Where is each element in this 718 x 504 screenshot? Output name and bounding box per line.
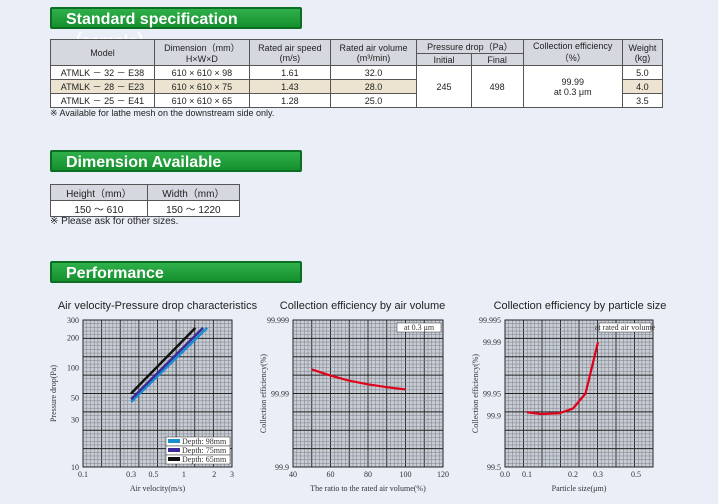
legend-item-box — [165, 454, 231, 465]
cell-weight: 4.0 — [621, 79, 664, 94]
y-tick-label: 99.5 — [487, 463, 501, 472]
cell-weight: 3.5 — [621, 93, 664, 108]
cell-dim: 610 × 610 × 98 — [153, 65, 250, 80]
series-line-depth-75mm — [130, 326, 204, 401]
y-axis-label: Collection efficiency(%) — [471, 354, 480, 433]
cell-volume: 25.0 — [329, 93, 418, 108]
chart3-title: Collection efficiency by particle size — [493, 300, 667, 312]
y-tick-label: 100 — [67, 363, 79, 372]
th-weight: Weight (kg) — [621, 39, 664, 66]
y-tick-label: 99.999 — [267, 316, 289, 325]
cell-model: ATMLK － 28 － E23 — [50, 79, 155, 94]
annotation-box — [598, 322, 652, 333]
y-axis-label: Pressure drop(Pa) — [49, 365, 58, 422]
chart1-title: Air velocity-Pressure drop characteristi… — [57, 300, 258, 312]
x-tick-label: 80 — [364, 470, 372, 479]
th-final: Final — [470, 53, 524, 66]
y-tick-label: 99.995 — [479, 316, 501, 325]
y-tick-label: 30 — [71, 416, 79, 425]
annotation-label: at 0.3 μm — [404, 323, 435, 332]
legend-label: Depth: 65mm — [182, 455, 227, 464]
x-tick-label: 40 — [289, 470, 297, 479]
x-tick-label: 0.5 — [631, 470, 641, 479]
cell-speed: 1.61 — [248, 65, 331, 80]
x-tick-label: 0.3 — [126, 470, 136, 479]
y-tick-label: 50 — [71, 393, 79, 402]
x-tick-label: 0.2 — [568, 470, 578, 479]
th-initial: Initial — [416, 53, 472, 66]
series-line-depth-65mm — [130, 327, 197, 395]
cell-height: 150 ～ 610 — [50, 200, 148, 217]
spec-table: Model Dimension（mm） H×W×D Rated air speed (m… — [50, 39, 664, 108]
y-tick-label: 99.99 — [483, 338, 501, 347]
table-row: ATMLK － 32 － E38 610 × 610 × 98 1.61 32.0 24… — [50, 65, 664, 108]
y-tick-label: 300 — [67, 316, 79, 325]
x-tick-label: 2 — [212, 470, 216, 479]
y-tick-label: 10 — [71, 463, 79, 472]
cell-speed: 1.43 — [248, 79, 331, 94]
th-pressure: Pressure drop（Pa） — [416, 39, 524, 54]
x-tick-label: 120 — [437, 470, 449, 479]
th-speed: Rated air speed (m/s) — [248, 39, 331, 66]
dimension-section-header: Dimension Available — [50, 150, 302, 172]
spec-section-header: Standard specification（sample） — [50, 7, 302, 50]
x-tick-label: 0.1 — [78, 470, 88, 479]
performance-section-header: Performance — [50, 261, 302, 283]
x-axis-label: The ratio to the rated air volume(%) — [310, 484, 426, 493]
x-axis-label: Air velocity(m/s) — [130, 484, 186, 493]
dimension-note: ※ Please ask for other sizes. — [50, 216, 179, 227]
x-tick-label: 3 — [230, 470, 234, 479]
series-line-efficiency — [311, 368, 406, 391]
table-row: ATMLK － 28 － E23 610 × 610 × 75 1.43 28.0 4.… — [50, 79, 664, 94]
legend-label: Depth: 98mm — [182, 437, 227, 446]
x-tick-label: 60 — [327, 470, 335, 479]
x-tick-label: 0.3 — [593, 470, 603, 479]
x-tick-label: 100 — [400, 470, 412, 479]
th-volume: Rated air volume (m³/min) — [329, 39, 418, 66]
legend-label: Depth: 75mm — [182, 446, 227, 455]
x-axis-label: Particle size(μm) — [552, 484, 607, 493]
x-tick-label: 0.1 — [522, 470, 532, 479]
x-tick-label: 1 — [182, 470, 186, 479]
cell-efficiency: 99.99 at 0.3 μm — [522, 65, 623, 108]
cell-width: 150 ～ 1220 — [146, 200, 241, 217]
cell-weight: 5.0 — [621, 65, 664, 80]
y-tick-label: 200 — [67, 334, 79, 343]
cell-model: ATMLK － 25 － E41 — [50, 93, 155, 108]
series-line-depth-98mm — [130, 326, 208, 403]
legend-swatch — [168, 457, 180, 461]
legend-swatch — [168, 439, 180, 443]
chart2-title: Collection efficiency by air volume — [279, 300, 446, 312]
cell-speed: 1.28 — [248, 93, 331, 108]
annotation-label: at rated air volume — [595, 323, 656, 332]
cell-dim: 610 × 610 × 75 — [153, 79, 250, 94]
table-row: ATMLK － 25 － E41 610 × 610 × 65 1.28 25.0 3.… — [50, 93, 664, 108]
y-tick-label: 99.9 — [275, 463, 289, 472]
annotation-box — [396, 322, 442, 333]
y-tick-label: 99.95 — [483, 390, 501, 399]
spec-note: ※ Available for lathe mesh on the downst… — [50, 108, 275, 118]
y-axis-label: Collection efficiency(%) — [259, 354, 268, 433]
x-tick-label: 0.0 — [500, 470, 510, 479]
dimension-table: Height（mm） Width（mm） 150 ～ 610 150 ～ 1220 — [50, 184, 241, 217]
legend-swatch — [168, 448, 180, 452]
cell-dim: 610 × 610 × 65 — [153, 93, 250, 108]
cell-final: 498 — [470, 65, 524, 108]
y-tick-label: 99.9 — [487, 412, 501, 421]
x-tick-label: 0.5 — [149, 470, 159, 479]
cell-model: ATMLK － 32 － E38 — [50, 65, 155, 80]
cell-initial: 245 — [416, 65, 472, 108]
th-height: Height（mm） — [50, 184, 148, 201]
y-tick-label: 99.99 — [271, 390, 289, 399]
series-line-efficiency — [526, 341, 600, 416]
